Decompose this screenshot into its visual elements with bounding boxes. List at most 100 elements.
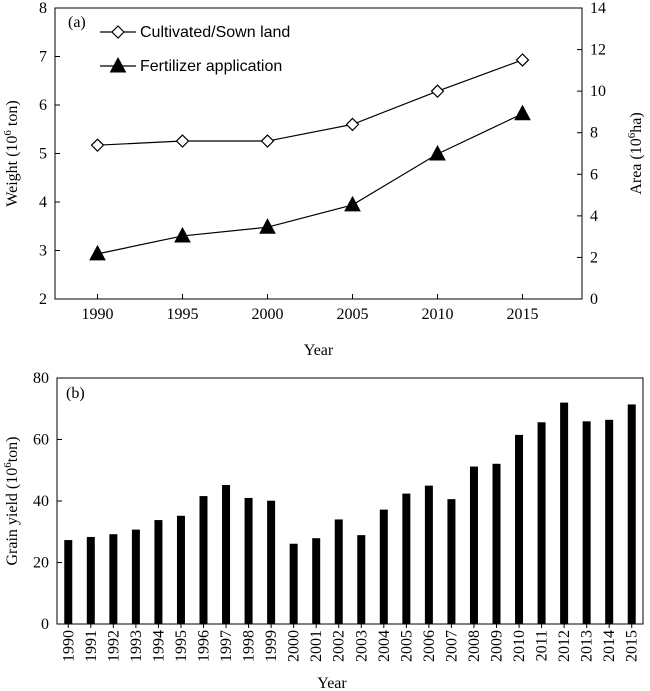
x-tick-label: 2005 — [398, 630, 415, 662]
y-axis-label-right-sup: 6 — [626, 132, 638, 138]
x-tick-label: 1994 — [150, 630, 167, 662]
bar — [334, 519, 343, 624]
bars-b — [64, 402, 636, 624]
x-tick-label: 2005 — [337, 306, 369, 323]
x-tick-label: 2015 — [507, 306, 539, 323]
bar — [154, 520, 163, 624]
bar — [627, 404, 636, 624]
y-tick-label-left: 4 — [39, 194, 47, 211]
bar — [582, 421, 591, 624]
y-tick-label: 80 — [33, 370, 49, 387]
y-axis-label-left-sup: 6 — [2, 130, 14, 136]
y-tick-label-left: 2 — [39, 291, 47, 308]
bar — [64, 540, 73, 624]
x-tick-label: 2001 — [308, 630, 325, 662]
y-axis-label-left-rest: ton) — [4, 100, 21, 130]
x-tick-label: 1996 — [196, 630, 213, 662]
x-tick-label: 2011 — [534, 630, 551, 661]
bar — [86, 536, 95, 624]
y-tick-label: 20 — [33, 555, 49, 572]
y-axis-label-right-a: Area (106ha) — [626, 112, 645, 194]
bar — [199, 496, 208, 624]
plot-frame-a — [54, 7, 583, 300]
bar — [424, 485, 433, 624]
bar — [492, 463, 501, 624]
bar — [109, 534, 118, 624]
x-tick-label: 2014 — [601, 630, 618, 662]
legend-label: Cultivated/Sown land — [140, 24, 290, 41]
y-axis-label-left-a: Weight (106 ton) — [2, 100, 21, 206]
panel-label-b: (b) — [66, 385, 85, 402]
x-tick-label: 2013 — [579, 630, 596, 662]
x-tick-label: 2007 — [443, 630, 460, 662]
bar — [176, 515, 185, 624]
diamond-marker — [90, 138, 105, 153]
x-axis-label-b: Year — [317, 675, 347, 691]
bar — [605, 419, 614, 624]
x-tick-label: 2006 — [421, 630, 438, 662]
y-tick-label: 60 — [33, 432, 49, 449]
x-tick-label: 2010 — [511, 630, 528, 662]
y-tick-label-left: 6 — [39, 97, 47, 114]
plot-frame-b — [56, 377, 644, 625]
x-tick-label: 2002 — [331, 630, 348, 662]
y-tick-label-right: 2 — [590, 249, 598, 266]
diamond-marker — [175, 134, 190, 148]
triangle-marker — [89, 244, 106, 261]
x-tick-label: 2000 — [252, 306, 284, 323]
x-tick-label: 1997 — [218, 630, 235, 662]
y-tick-label-right: 10 — [590, 83, 606, 100]
x-tick-label: 1990 — [60, 630, 77, 662]
diamond-marker — [111, 25, 125, 39]
y-tick-label-right: 12 — [590, 42, 606, 59]
triangle-marker — [429, 144, 446, 161]
x-tick-label: 1999 — [263, 630, 280, 662]
y-axis-label-b: Grain yield (106ton) — [2, 436, 21, 565]
y-tick-label-left: 3 — [39, 243, 47, 260]
y-tick-label-right: 0 — [590, 291, 598, 308]
x-tick-label: 2000 — [286, 630, 303, 662]
axes-a: 2 3 4 5 6 7 8 0 2 4 6 8 10 12 14 1990 1995 2000 2005 2010 20… — [39, 0, 606, 323]
legend-label: Fertilizer application — [140, 58, 282, 75]
x-tick-label: 2008 — [466, 630, 483, 662]
bar — [537, 422, 546, 624]
panel-b-bar-chart: (b) 0 20 40 60 80 1990 1991 1992 1993 1994 1995 199… — [2, 370, 644, 691]
series-a — [89, 53, 531, 261]
triangle-marker — [344, 195, 361, 212]
bar — [222, 485, 231, 624]
legend-a: Cultivated/Sown land Fertilizer applicati… — [100, 24, 290, 75]
diamond-marker — [515, 53, 530, 67]
bar — [515, 434, 524, 624]
x-tick-label: 1995 — [173, 630, 190, 662]
axes-b: 0 20 40 60 80 1990 1991 1992 1993 1994 1995 1996 199… — [33, 370, 641, 662]
panel-label-a: (a) — [68, 14, 86, 31]
y-axis-label-b-sup: 6 — [2, 462, 14, 468]
x-tick-label: 2010 — [422, 306, 454, 323]
bar — [244, 497, 253, 624]
y-axis-label-right-rest: ha) — [628, 112, 645, 132]
y-axis-label-b-rest: ton) — [4, 436, 21, 462]
y-tick-label: 40 — [33, 493, 49, 510]
bar — [560, 402, 569, 624]
x-tick-label: 1990 — [82, 306, 114, 323]
y-tick-label-right: 8 — [590, 125, 598, 142]
y-tick-label-left: 5 — [39, 146, 47, 163]
bar — [267, 500, 276, 624]
x-axis-label-a: Year — [304, 342, 334, 359]
y-tick-label: 0 — [41, 616, 49, 633]
series-line — [97, 59, 523, 146]
bar — [379, 509, 388, 624]
diamond-marker — [260, 134, 275, 148]
bar — [469, 466, 478, 624]
x-tick-label: 2015 — [624, 630, 641, 662]
x-tick-label: 2009 — [489, 630, 506, 662]
x-tick-label: 1998 — [241, 630, 258, 662]
x-tick-label: 1991 — [83, 630, 100, 662]
x-tick-label: 1992 — [105, 630, 122, 662]
bar — [289, 543, 298, 624]
diamond-marker — [430, 84, 445, 98]
y-axis-label-left-main: Weight (10 — [4, 136, 21, 207]
y-tick-label-right: 6 — [590, 166, 598, 183]
y-tick-label-right: 14 — [590, 0, 606, 17]
